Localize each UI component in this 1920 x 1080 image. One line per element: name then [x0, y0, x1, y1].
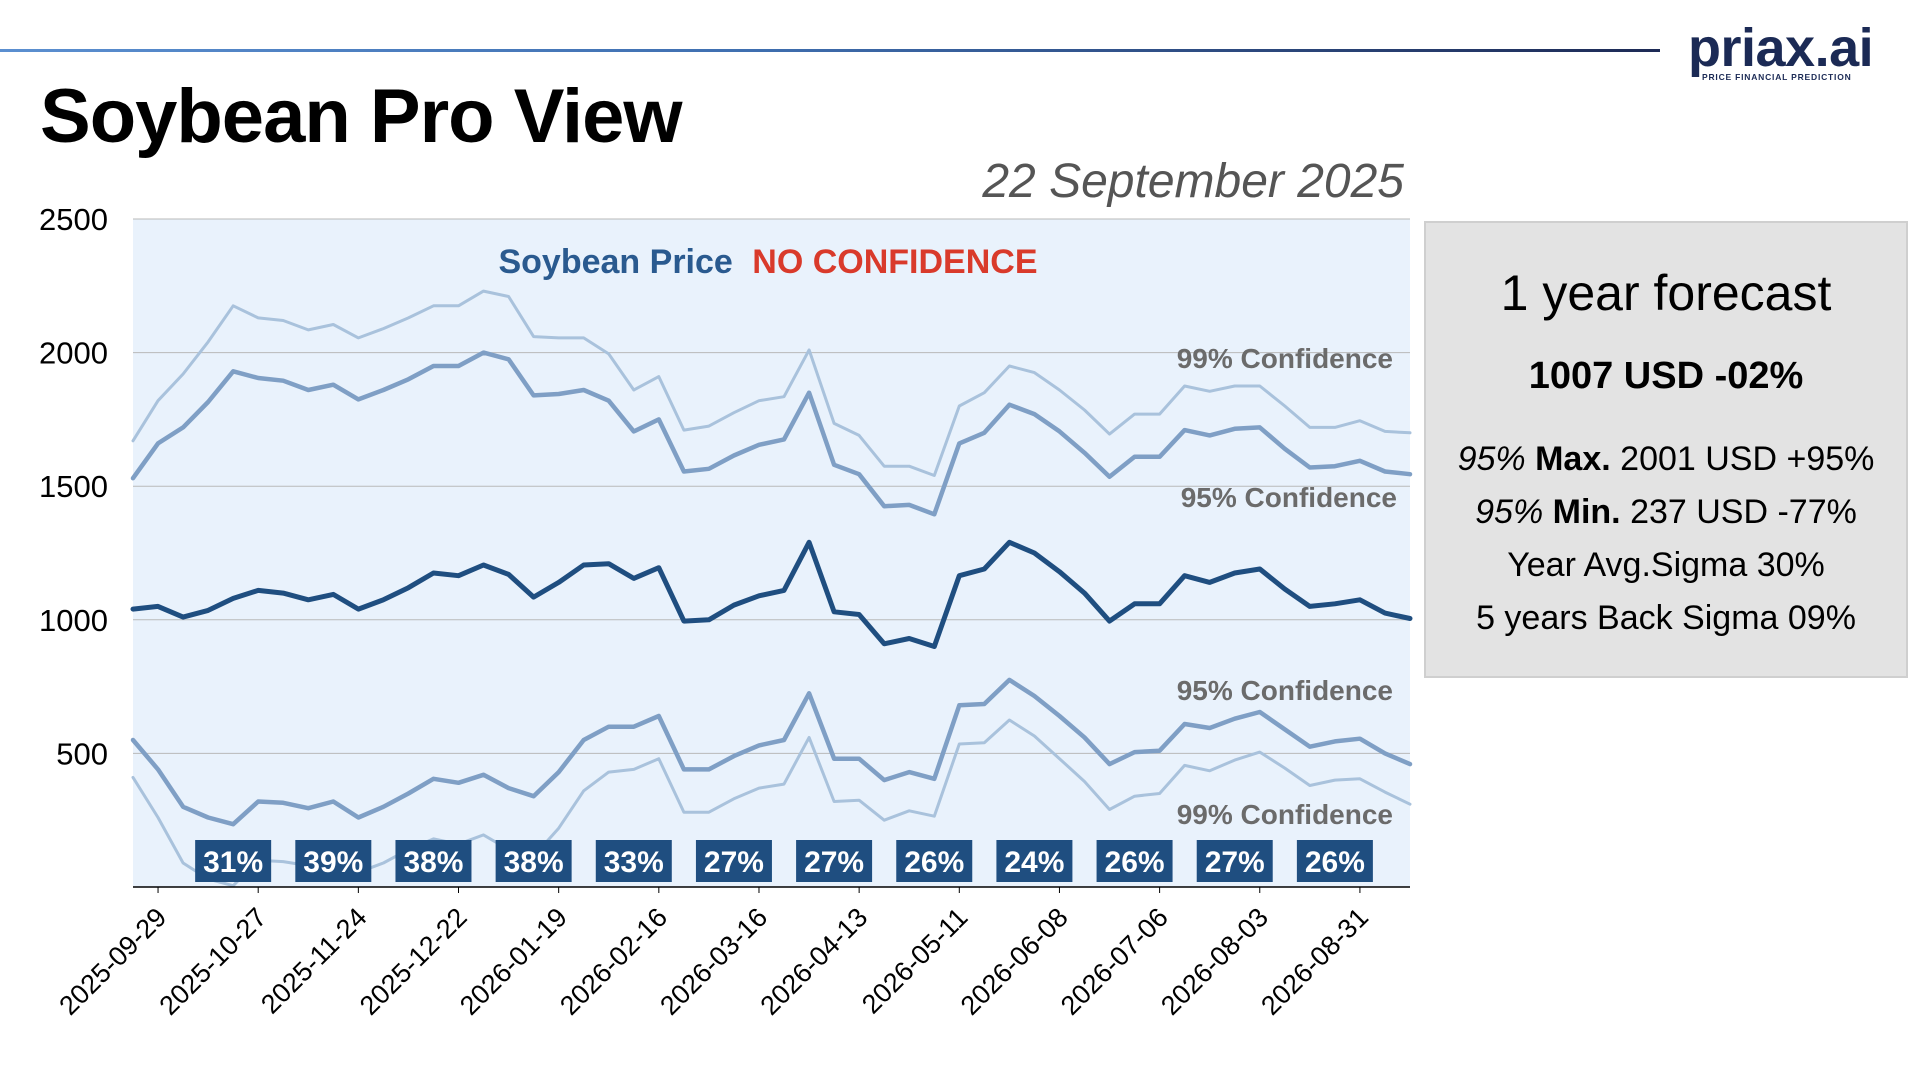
x-tick-label: 2026-04-13: [754, 902, 873, 1021]
volatility-badge-label: 26%: [1105, 846, 1165, 879]
series-upper95-line: [130, 350, 1413, 517]
volatility-badge-label: 31%: [203, 846, 263, 879]
series-upper99-line: [131, 289, 1412, 477]
volatility-badge: 24%: [996, 840, 1073, 882]
y-tick-label: 2500: [39, 202, 108, 237]
volatility-badge-label: 38%: [403, 846, 463, 879]
volatility-badge-label: 26%: [904, 846, 964, 879]
volatility-badge: 39%: [295, 840, 372, 882]
forecast-title: 1 year forecast: [1500, 265, 1832, 321]
band-label-upper95: 95% Confidence: [1181, 482, 1397, 513]
chart-title-no-confidence: NO CONFIDENCE: [752, 243, 1037, 281]
y-tick-label: 1000: [39, 603, 108, 638]
y-tick-label: 500: [56, 736, 108, 771]
volatility-badge-bg: [395, 840, 472, 882]
forecast-back-sigma: 5 years Back Sigma 09%: [1476, 599, 1856, 637]
volatility-badge-bg: [996, 840, 1073, 882]
volatility-badge-label: 26%: [1305, 846, 1365, 879]
volatility-badge-bg: [1196, 840, 1273, 882]
series-price-line: [130, 539, 1413, 649]
volatility-badge-bg: [595, 840, 672, 882]
band-label-upper99: 99% Confidence: [1177, 343, 1393, 374]
x-tick-label: 2026-08-31: [1255, 902, 1374, 1021]
x-tick-label: 2026-01-19: [454, 902, 573, 1021]
volatility-badge: 38%: [495, 840, 572, 882]
volatility-badge: 26%: [1296, 840, 1373, 882]
volatility-badge: 27%: [695, 840, 772, 882]
volatility-badge-label: 27%: [1205, 846, 1265, 879]
volatility-badge-label: 27%: [804, 846, 864, 879]
volatility-badge: 31%: [195, 840, 272, 882]
volatility-badge: 38%: [395, 840, 472, 882]
volatility-badge-label: 27%: [704, 846, 764, 879]
y-tick-label: 1500: [39, 469, 108, 504]
forecast-min-label: Min.: [1552, 493, 1621, 531]
volatility-badge-label: 33%: [604, 846, 664, 879]
x-tick-label: 2026-02-16: [554, 902, 673, 1021]
series-lower95-line: [130, 677, 1413, 827]
volatility-badge: 33%: [595, 840, 672, 882]
price-forecast-chart: 31% 39% 38% 38% 33% 27% 27% 26% 24% 26% 27% 26% Soy…: [39, 202, 1413, 1021]
volatility-badge: 27%: [1196, 840, 1273, 882]
volatility-badge-bg: [1296, 840, 1373, 882]
volatility-badge-bg: [295, 840, 372, 882]
x-tick-label: 2026-03-16: [654, 902, 773, 1021]
volatility-badge-bg: [195, 840, 272, 882]
x-tick-label: 2026-06-08: [955, 902, 1074, 1021]
forecast-main-value: 1007 USD -02%: [1528, 355, 1804, 397]
volatility-badge-bg: [495, 840, 572, 882]
x-tick-label: 2025-09-29: [53, 902, 172, 1021]
volatility-badge-bg: [796, 840, 873, 882]
band-label-lower95: 95% Confidence: [1177, 675, 1393, 706]
y-tick-label: 2000: [39, 336, 108, 371]
volatility-badge: 26%: [896, 840, 973, 882]
forecast-panel: 1 year forecast 1007 USD -02% 95% Max. 2…: [1424, 221, 1908, 678]
band-label-lower99: 99% Confidence: [1177, 799, 1393, 830]
report-date: 22 September 2025: [982, 155, 1404, 208]
page-title: Soybean Pro View: [40, 74, 683, 159]
volatility-badge-label: 24%: [1004, 846, 1064, 879]
volatility-badge: 26%: [1096, 840, 1173, 882]
priax-logo: priax.ai PRICE FINANCIAL PREDICTION: [1688, 18, 1888, 88]
forecast-min-value: 237 USD -77%: [1630, 493, 1857, 531]
chart-title: Soybean Price NO CONFIDENCE: [498, 243, 1037, 281]
volatility-badge-label: 39%: [303, 846, 363, 879]
x-tick-label: 2025-10-27: [154, 902, 273, 1021]
volatility-badge: 27%: [796, 840, 873, 882]
x-tick-label: 2026-07-06: [1055, 902, 1174, 1021]
forecast-min-prefix: 95%: [1475, 493, 1544, 531]
forecast-max-value: 2001 USD +95%: [1620, 440, 1875, 478]
header-divider-line: [0, 49, 1660, 52]
volatility-badge-bg: [1096, 840, 1173, 882]
logo-wordmark: priax.ai: [1688, 18, 1874, 78]
volatility-badge-bg: [896, 840, 973, 882]
forecast-max-prefix: 95%: [1457, 440, 1526, 478]
volatility-badge-bg: [695, 840, 772, 882]
forecast-sigma: Year Avg.Sigma 30%: [1507, 546, 1825, 584]
forecast-max-label: Max.: [1535, 440, 1611, 478]
chart-title-series: Soybean Price: [498, 243, 732, 281]
logo-tagline: PRICE FINANCIAL PREDICTION: [1702, 72, 1852, 82]
forecast-max-line: 95% Max. 2001 USD +95%: [1426, 437, 1906, 481]
x-tick-label: 2026-08-03: [1155, 902, 1274, 1021]
volatility-badge-label: 38%: [504, 846, 564, 879]
forecast-min-line: 95% Min. 237 USD -77%: [1426, 490, 1906, 534]
x-tick-label: 2025-12-22: [354, 902, 473, 1021]
